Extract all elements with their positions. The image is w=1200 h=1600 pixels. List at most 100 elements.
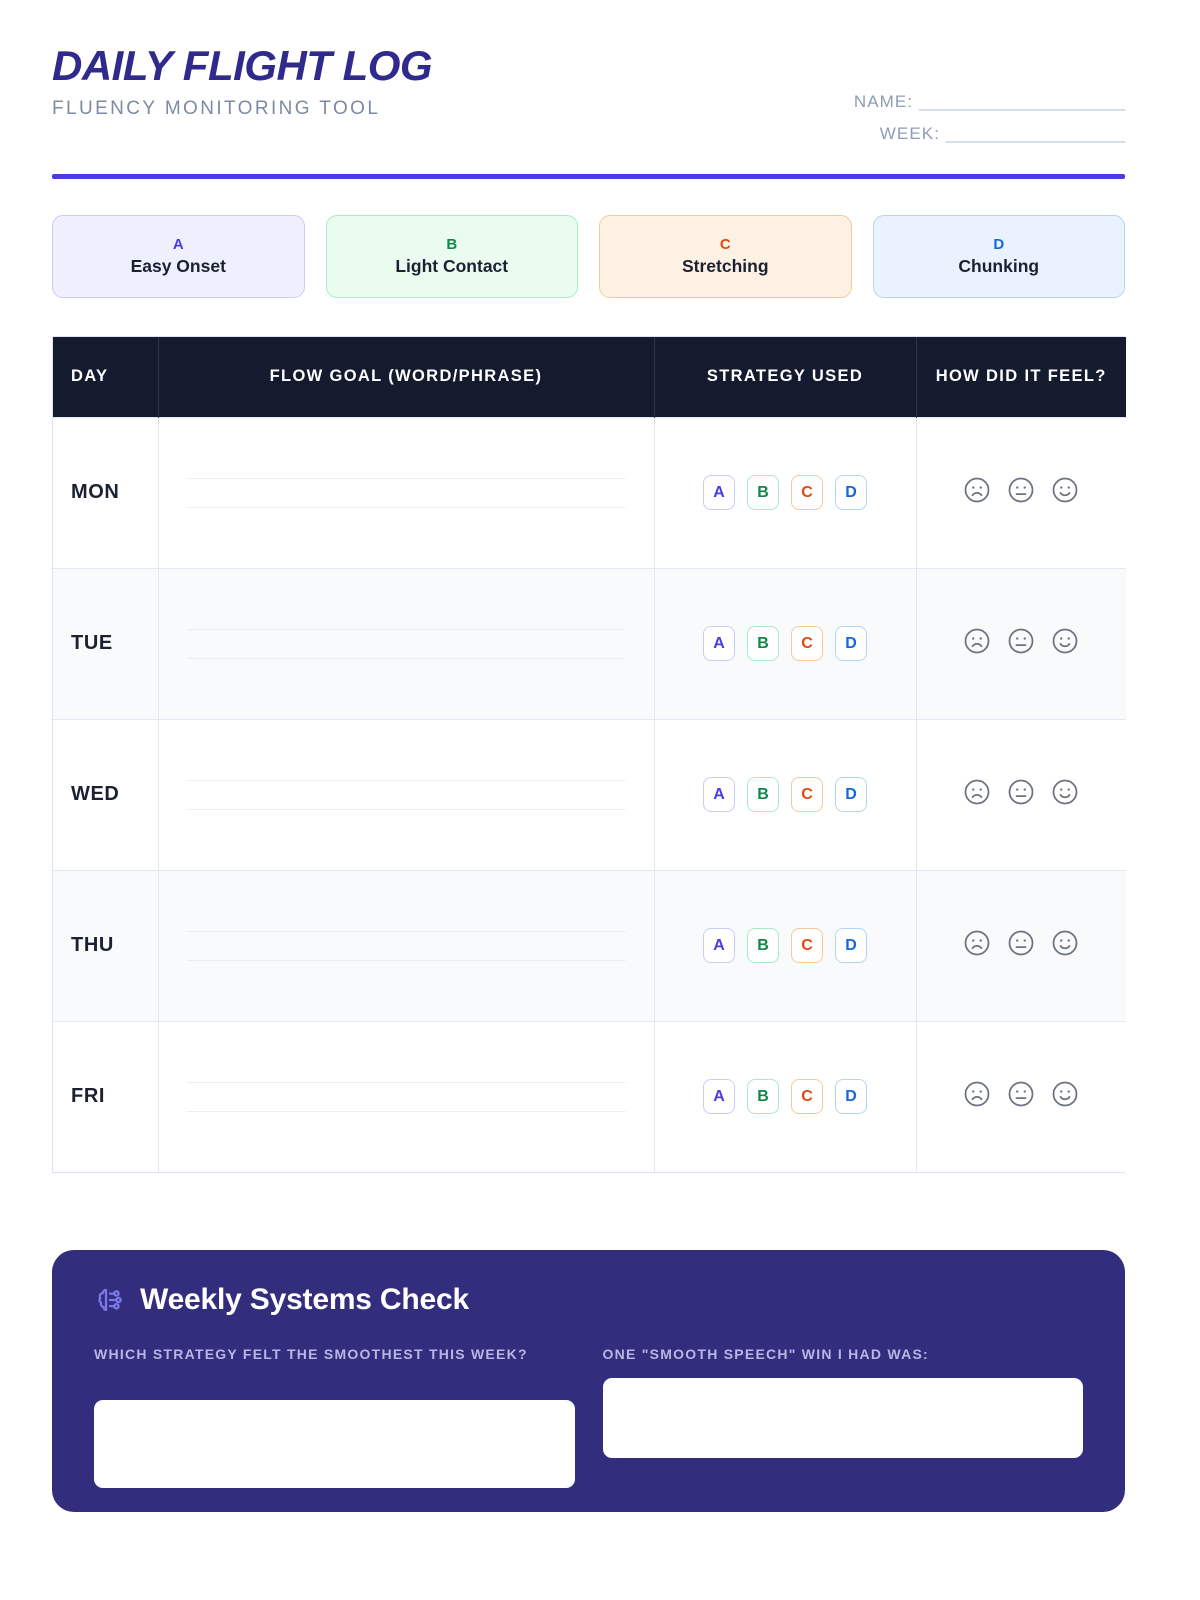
sad-face-icon[interactable] (962, 777, 992, 807)
smooth-speech-win-input[interactable] (602, 1378, 1083, 1458)
strategy-pill-c[interactable]: C (791, 626, 823, 661)
feeling-select-wed (916, 718, 1126, 870)
page-title: DAILY FLIGHT LOG (52, 42, 433, 89)
table-row: THU A B C D (53, 869, 1126, 1021)
strategy-pill-row: A B C D (703, 1079, 867, 1115)
sad-face-icon[interactable] (962, 475, 992, 505)
table-row: FRI A B C D (53, 1020, 1126, 1172)
flow-goal-input-fri[interactable] (158, 1020, 655, 1172)
strategy-card-d[interactable]: D Chunking (872, 215, 1125, 298)
sad-face-icon[interactable] (962, 1079, 992, 1109)
feeling-select-thu (916, 869, 1126, 1021)
day-label-mon: MON (53, 416, 159, 568)
strategy-pill-d[interactable]: D (835, 928, 867, 963)
happy-face-icon[interactable] (1050, 777, 1080, 807)
week-field-rule: ____________________ (945, 124, 1126, 144)
flow-goal-input-tue[interactable] (158, 567, 655, 719)
strategy-pill-a[interactable]: A (703, 777, 735, 812)
page-header: DAILY FLIGHT LOG FLUENCY MONITORING TOOL… (52, 42, 1126, 174)
day-label-wed: WED (53, 718, 159, 870)
brain-circuit-icon (98, 1288, 122, 1312)
flow-goal-input-thu[interactable] (158, 869, 655, 1021)
column-header-flow-goal: FLOW GOAL (WORD/PHRASE) (158, 337, 655, 417)
day-label-thu: THU (53, 869, 159, 1021)
strategy-card-b-name: Light Contact (395, 256, 509, 277)
strategy-pill-a[interactable]: A (703, 626, 735, 661)
writing-lines (186, 477, 626, 508)
strategy-pill-b[interactable]: B (747, 1079, 779, 1115)
name-field-rule: _______________________ (919, 92, 1125, 111)
neutral-face-icon[interactable] (1006, 626, 1036, 656)
strategy-pill-d[interactable]: D (835, 475, 867, 510)
strategy-select-wed: A B C D (654, 718, 917, 870)
writing-lines (186, 628, 626, 659)
name-field-label: NAME: (853, 92, 914, 111)
weekly-systems-check-panel: Weekly Systems Check WHICH STRATEGY FELT… (52, 1250, 1125, 1512)
strategy-pill-a[interactable]: A (703, 928, 735, 963)
strategy-card-d-name: Chunking (958, 256, 1040, 277)
feeling-select-mon (916, 416, 1126, 568)
table-row: MON A B C D (53, 416, 1126, 568)
strategy-pill-d[interactable]: D (835, 777, 867, 812)
flow-goal-input-wed[interactable] (158, 718, 655, 870)
strategy-pill-a[interactable]: A (703, 475, 735, 510)
neutral-face-icon[interactable] (1006, 777, 1036, 807)
writing-line (186, 657, 626, 659)
happy-face-icon[interactable] (1050, 626, 1080, 656)
smoothest-strategy-field: WHICH STRATEGY FELT THE SMOOTHEST THIS W… (94, 1344, 575, 1488)
strategy-pill-c[interactable]: C (791, 928, 823, 963)
writing-line (186, 506, 626, 508)
happy-face-icon[interactable] (1050, 475, 1080, 505)
strategy-pill-d[interactable]: D (835, 1079, 867, 1115)
header-fields: NAME: _______________________ WEEK: ____… (853, 86, 1126, 151)
writing-line (186, 1081, 626, 1083)
strategy-select-thu: A B C D (654, 869, 917, 1021)
strategy-pill-b[interactable]: B (747, 626, 779, 661)
week-field[interactable]: WEEK: ____________________ (854, 118, 1126, 150)
feeling-face-row (962, 777, 1080, 807)
sad-face-icon[interactable] (962, 626, 992, 656)
feeling-face-row (962, 626, 1080, 656)
feeling-face-row (962, 475, 1080, 505)
writing-lines (186, 779, 626, 810)
strategy-pill-row: A B C D (703, 475, 867, 510)
strategy-card-a[interactable]: A Easy Onset (52, 215, 305, 298)
strategy-pill-a[interactable]: A (703, 1079, 735, 1115)
strategy-select-mon: A B C D (654, 416, 917, 568)
strategy-pill-c[interactable]: C (791, 777, 823, 812)
week-field-label: WEEK: (879, 124, 941, 144)
strategy-card-a-name: Easy Onset (130, 256, 226, 277)
happy-face-icon[interactable] (1050, 928, 1080, 958)
neutral-face-icon[interactable] (1006, 475, 1036, 505)
panel-title: Weekly Systems Check (140, 1283, 469, 1316)
strategy-pill-d[interactable]: D (835, 626, 867, 661)
panel-fields: WHICH STRATEGY FELT THE SMOOTHEST THIS W… (94, 1344, 1083, 1488)
strategy-pill-c[interactable]: C (791, 1079, 823, 1115)
header-divider (52, 174, 1125, 179)
column-header-day: DAY (53, 337, 159, 417)
table-row: TUE A B C D (53, 567, 1126, 719)
strategy-pill-c[interactable]: C (791, 475, 823, 510)
neutral-face-icon[interactable] (1006, 928, 1036, 958)
strategy-card-c[interactable]: C Stretching (599, 215, 852, 298)
strategy-pill-b[interactable]: B (747, 928, 779, 963)
strategy-pill-b[interactable]: B (747, 475, 779, 510)
smoothest-strategy-input[interactable] (94, 1400, 575, 1488)
strategy-card-a-letter: A (172, 236, 184, 254)
strategy-card-b-letter: B (446, 236, 458, 254)
column-header-feeling: HOW DID IT FEEL? (916, 337, 1126, 417)
sad-face-icon[interactable] (962, 928, 992, 958)
strategy-card-b[interactable]: B Light Contact (325, 215, 578, 298)
strategy-card-c-letter: C (719, 236, 731, 254)
feeling-select-tue (916, 567, 1126, 719)
happy-face-icon[interactable] (1050, 1079, 1080, 1109)
day-label-fri: FRI (53, 1020, 159, 1172)
strategy-pill-b[interactable]: B (747, 777, 779, 812)
writing-line (186, 779, 626, 781)
neutral-face-icon[interactable] (1006, 1079, 1036, 1109)
column-header-strategy: STRATEGY USED (654, 337, 917, 417)
table-row: WED A B C D (53, 718, 1126, 870)
flow-goal-input-mon[interactable] (158, 416, 655, 568)
name-field[interactable]: NAME: _______________________ (853, 86, 1126, 118)
